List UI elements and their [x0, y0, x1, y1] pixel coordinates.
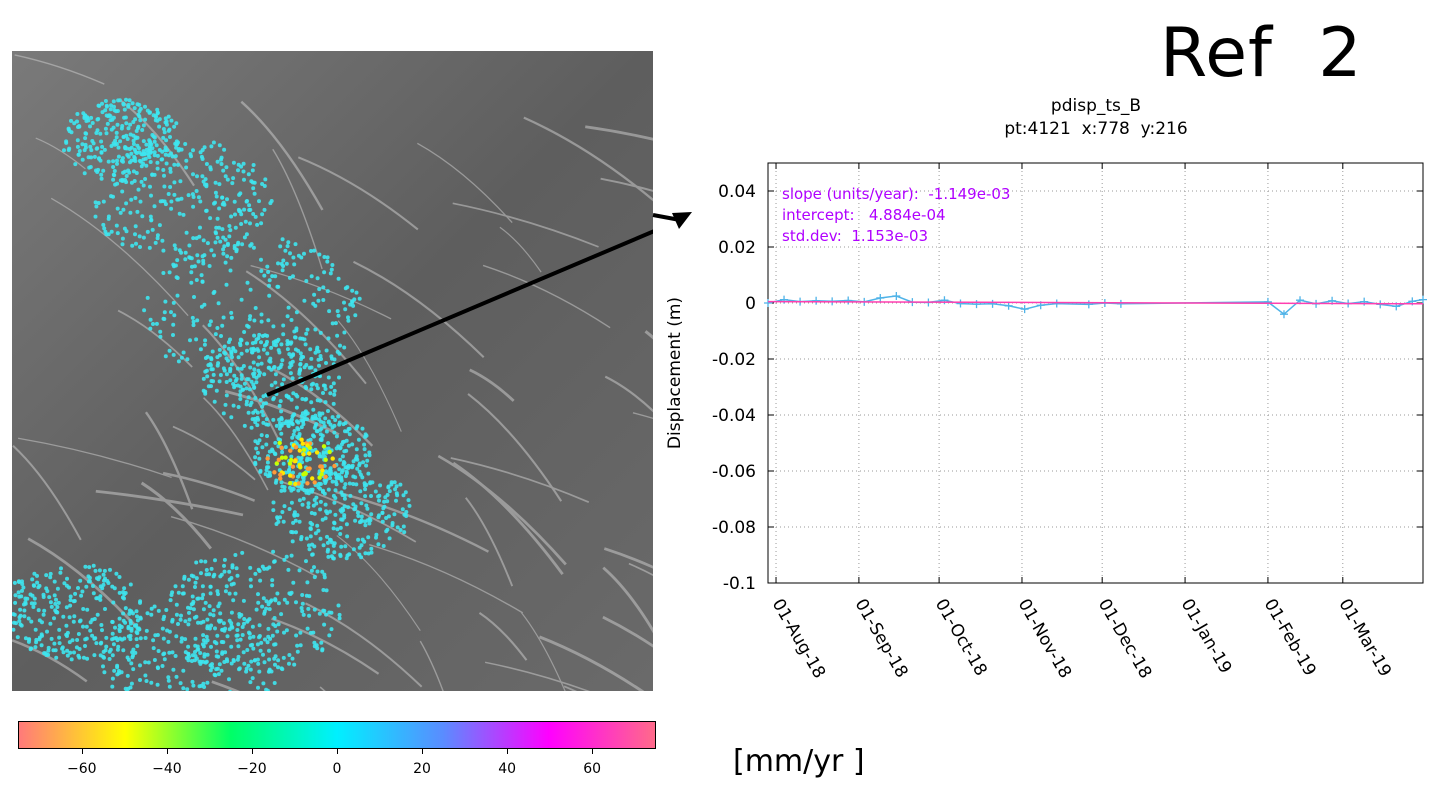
colorbar-tick-mark [422, 749, 424, 754]
chart-title: pdisp_ts_B [1051, 96, 1141, 116]
data-point-marker [988, 299, 997, 308]
x-tick-label: 01-Nov-18 [1014, 596, 1075, 682]
data-point-marker [940, 296, 949, 305]
y-tick-label: 0 [745, 294, 756, 314]
y-tick-label: 0.02 [718, 238, 756, 258]
colorbar-tick-label: −20 [237, 761, 267, 777]
data-point-marker [1116, 299, 1125, 308]
x-tick-label: 01-Feb-19 [1260, 596, 1320, 680]
colorbar-tick-label: 20 [413, 761, 431, 777]
stats-annotation: slope (units/year): -1.149e-03 [782, 185, 1010, 203]
y-tick-label: -0.1 [723, 574, 756, 594]
displacement-series-line [767, 295, 1424, 316]
data-point-marker [764, 299, 772, 307]
colorbar-tick-label: 40 [498, 761, 517, 777]
stats-annotation: std.dev: 1.153e-03 [782, 227, 928, 245]
x-tick-label: 01-Mar-19 [1334, 596, 1395, 681]
y-tick-label: -0.08 [712, 518, 756, 538]
y-tick-label: -0.02 [712, 350, 756, 370]
data-point-marker [956, 299, 965, 308]
reference-label: Ref 2 [1160, 14, 1363, 93]
sar-velocity-map [12, 51, 653, 691]
colorbar-tick-mark [592, 749, 594, 754]
chart-subtitle: pt:4121 x:778 y:216 [1004, 119, 1187, 139]
data-point-marker [780, 295, 789, 304]
callout-arrow-line-end [652, 213, 681, 222]
colorbar-tick-label: 60 [583, 761, 602, 777]
colorbar-tick-mark [337, 749, 338, 754]
x-tick-label: 01-Oct-18 [931, 596, 991, 680]
colorbar-tick-label: −40 [152, 761, 182, 777]
colorbar-tick-mark [166, 749, 168, 754]
y-axis-label: Displacement (m) [665, 297, 685, 449]
data-point-marker [844, 296, 853, 305]
y-tick-label: -0.04 [712, 406, 756, 426]
x-tick-label: 01-Sep-18 [851, 596, 912, 682]
data-point-marker [1419, 295, 1427, 304]
colorbar [18, 721, 656, 749]
colorbar-ticks: −60 −40 −20 0 20 40 60 [0, 749, 700, 789]
x-tick-label: 01-Dec-18 [1094, 596, 1156, 683]
data-point-marker [876, 293, 885, 302]
x-tick-label: 01-Aug-18 [768, 596, 830, 683]
data-point-marker [1020, 305, 1029, 314]
linear-fit-line [767, 300, 1424, 305]
data-point-marker [1052, 299, 1061, 308]
plot-frame [767, 162, 1424, 584]
callout-arrow-line [266, 229, 653, 397]
data-point-marker [812, 296, 821, 305]
data-point-marker [1263, 297, 1272, 306]
data-point-marker [1084, 300, 1093, 309]
colorbar-tick-label: −60 [67, 761, 97, 777]
data-point-marker [892, 292, 901, 300]
colorbar-tick-mark [507, 749, 509, 754]
data-point-marker [972, 300, 981, 309]
colorbar-unit-label: [mm/yr ] [733, 744, 865, 779]
colorbar-tick-mark [251, 749, 253, 754]
colorbar-tick-mark [81, 749, 83, 754]
stats-annotation: intercept: 4.884e-04 [782, 206, 946, 224]
callout-arrow-head [672, 212, 692, 229]
map-image [12, 51, 653, 691]
y-tick-label: -0.06 [712, 462, 756, 482]
y-tick-label: 0.04 [718, 182, 756, 202]
colorbar-tick-label: 0 [332, 761, 342, 777]
x-tick-label: 01-Jan-19 [1177, 596, 1236, 678]
data-point-marker [1360, 297, 1369, 306]
data-point-marker [1279, 310, 1288, 319]
